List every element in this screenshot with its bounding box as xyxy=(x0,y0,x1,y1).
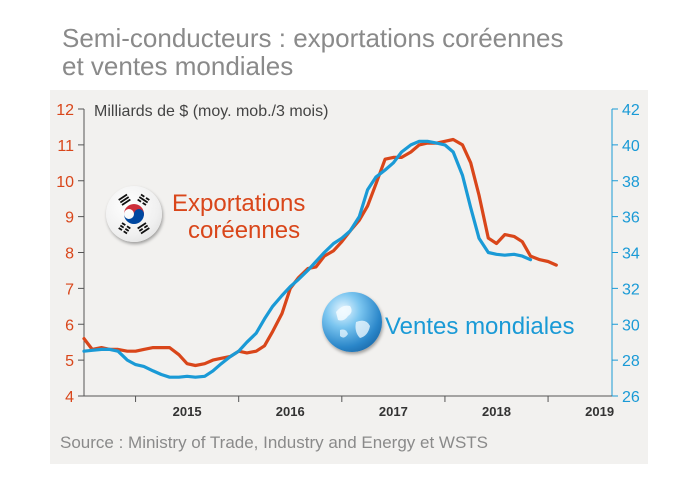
left-axis-tick-label: 11 xyxy=(57,138,74,155)
left-axis-tick-label: 10 xyxy=(56,174,74,191)
sales-series-label: Ventes mondiales xyxy=(385,313,574,340)
exports-series-label-line2: coréennes xyxy=(188,217,300,244)
chart-title: Semi-conducteurs : exportations coréenne… xyxy=(62,24,682,80)
x-axis-tick-label: 2018 xyxy=(482,404,511,419)
left-axis-tick-label: 7 xyxy=(65,281,74,298)
korea-flag-icon-graphic xyxy=(118,193,150,235)
right-axis-tick-label: 42 xyxy=(622,102,640,119)
source-note: Source : Ministry of Trade, Industry and… xyxy=(60,433,489,452)
x-axis-tick-label: 2017 xyxy=(379,404,408,419)
chart-title-line1: Semi-conducteurs : exportations coréenne… xyxy=(62,23,564,53)
right-axis-tick-label: 32 xyxy=(622,281,640,298)
axis-unit-label: Milliards de $ (moy. mob./3 mois) xyxy=(94,103,328,120)
right-axis-tick-label: 36 xyxy=(622,210,640,227)
right-axis-tick-label: 40 xyxy=(622,138,640,155)
globe-icon xyxy=(322,292,382,352)
right-axis-tick-label: 34 xyxy=(622,246,640,263)
left-axis-tick-label: 5 xyxy=(65,353,74,370)
chart-axes: 4 5 6 7 8 9 10 11 12 26 28 30 32 34 36 38 40 42 2015 2016 20… xyxy=(56,102,640,419)
x-axis-tick-label: 2016 xyxy=(276,404,305,419)
right-axis-tick-label: 26 xyxy=(622,389,640,406)
right-axis-tick-label: 28 xyxy=(622,353,640,370)
globe-icon-graphic xyxy=(336,305,370,338)
right-axis-tick-label: 30 xyxy=(622,317,640,334)
x-axis-tick-label: 2015 xyxy=(173,404,202,419)
chart-labels: Milliards de $ (moy. mob./3 mois) Exporta… xyxy=(94,103,574,340)
exports-series-label-line1: Exportations xyxy=(172,190,305,217)
left-axis-tick-label: 9 xyxy=(65,210,74,227)
left-axis-tick-label: 4 xyxy=(65,389,74,406)
korea-flag-icon xyxy=(106,186,162,242)
left-axis-tick-label: 12 xyxy=(56,102,74,119)
left-axis-tick-label: 6 xyxy=(65,317,74,334)
exports-series-line xyxy=(82,137,558,368)
x-axis-tick-label: 2019 xyxy=(585,404,614,419)
right-axis-tick-label: 38 xyxy=(622,174,640,191)
chart-title-line2: et ventes mondiales xyxy=(62,51,294,81)
left-axis-tick-label: 8 xyxy=(65,246,74,263)
chart-lines xyxy=(82,137,558,379)
sales-series-line xyxy=(82,139,533,379)
